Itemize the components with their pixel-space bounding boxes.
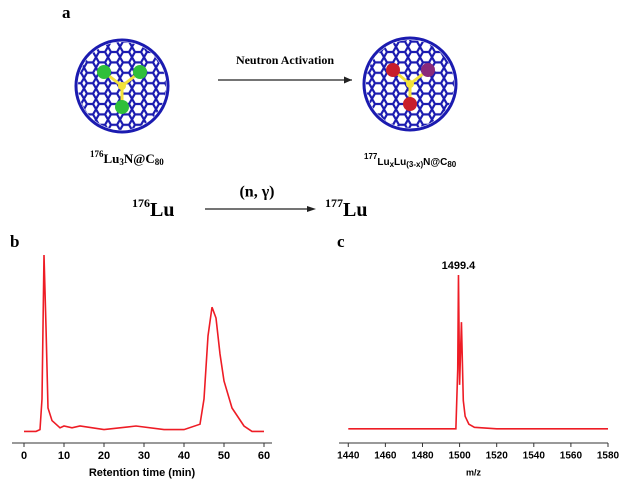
subscript: 80 [155, 157, 165, 167]
subscript: 80 [447, 160, 456, 169]
reaction-reactant: 176Lu [132, 196, 174, 221]
panel-letter: b [10, 232, 19, 251]
x-tick-label: 1560 [560, 451, 583, 462]
figure: a Neutron Activation 176Lu3N@C80 177LuxL… [0, 0, 619, 493]
element: Lu [343, 199, 367, 221]
arrow-head [344, 77, 352, 84]
compound-label: 177LuxLu(3-x)N@C80 [364, 152, 457, 169]
x-tick-label: 1500 [448, 451, 471, 462]
panel-letter: c [337, 232, 345, 251]
x-tick-label: 1480 [411, 451, 434, 462]
x-tick-label: 0 [21, 450, 27, 462]
superscript: 176 [90, 149, 104, 159]
x-tick-label: 1580 [597, 451, 619, 462]
superscript: 177 [325, 196, 343, 210]
x-tick-label: 20 [98, 450, 110, 462]
x-tick-label: 30 [138, 450, 150, 462]
peak-label: 1499.4 [442, 260, 477, 272]
fullerene-left [76, 40, 168, 132]
x-tick-label: 1460 [374, 451, 397, 462]
superscript: 176 [132, 196, 150, 210]
x-tick-label: 10 [58, 450, 70, 462]
element: N@C [124, 151, 155, 166]
x-axis-label: m/z [466, 467, 482, 477]
element: Lu [150, 199, 174, 221]
fullerene-right [364, 38, 456, 130]
x-tick-label: 1540 [523, 451, 546, 462]
x-tick-label: 1520 [486, 451, 509, 462]
arrow-head [307, 206, 316, 212]
panel-letter: a [62, 3, 71, 22]
superscript: 177 [364, 152, 378, 161]
element: Lu [377, 157, 389, 168]
element: Lu [394, 157, 406, 168]
element: N@C [423, 157, 447, 168]
x-tick-label: 1440 [337, 451, 360, 462]
element: Lu [104, 151, 120, 166]
subscript: (3-x) [406, 160, 423, 169]
x-tick-label: 50 [218, 450, 230, 462]
compound-label: 176Lu3N@C80 [90, 149, 164, 167]
x-tick-label: 40 [178, 450, 190, 462]
data-line [348, 275, 608, 429]
reaction-product: 177Lu [325, 196, 367, 221]
arrow-label: Neutron Activation [236, 53, 334, 67]
reaction-process: (n, γ) [239, 184, 274, 201]
data-line [24, 255, 264, 431]
x-axis-label: Retention time (min) [89, 467, 196, 479]
x-tick-label: 60 [258, 450, 270, 462]
